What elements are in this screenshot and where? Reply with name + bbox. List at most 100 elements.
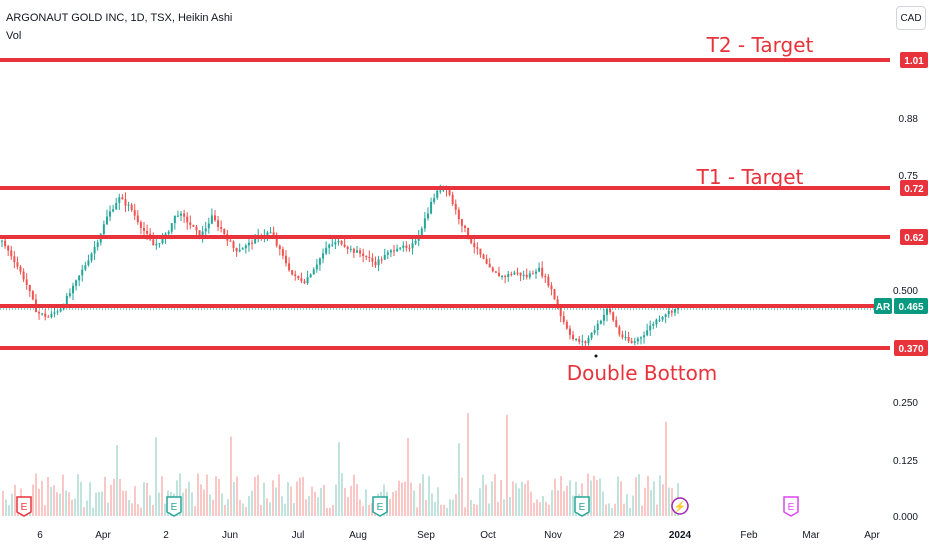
candle-body xyxy=(189,222,192,225)
candle-body xyxy=(288,263,291,271)
volume-bar xyxy=(533,502,535,516)
candle-body xyxy=(53,312,56,314)
volume-bar xyxy=(128,499,130,516)
volume-bar xyxy=(449,499,451,516)
candle-body xyxy=(223,228,226,235)
candle-body xyxy=(454,203,457,210)
volume-bar xyxy=(98,492,100,516)
volume-indicator-label[interactable]: Vol xyxy=(6,30,22,42)
candle-body xyxy=(300,278,303,282)
volume-bar xyxy=(179,473,181,516)
candle-body xyxy=(59,308,62,312)
candle-body xyxy=(68,293,71,296)
candle-body xyxy=(244,245,247,249)
candle-body xyxy=(393,250,396,252)
volume-bar xyxy=(536,499,538,516)
volume-bar xyxy=(653,481,655,516)
volume-bar xyxy=(512,481,514,516)
symbol-badge xyxy=(874,298,892,314)
level-line[interactable] xyxy=(0,346,890,350)
volume-bar xyxy=(419,483,421,516)
candle-body xyxy=(112,209,115,212)
candle-body xyxy=(19,266,22,272)
volume-bar xyxy=(224,505,226,516)
y-tick-label: 0.75 xyxy=(899,171,919,182)
candle-body xyxy=(173,215,176,224)
candle-body xyxy=(127,204,130,206)
volume-bar xyxy=(425,499,427,516)
candle-body xyxy=(460,219,463,226)
candle-body xyxy=(633,341,636,343)
price-label-badge xyxy=(894,298,928,314)
candle-body xyxy=(448,189,451,195)
earnings-marker-icon[interactable] xyxy=(16,496,32,517)
candle-body xyxy=(606,308,609,315)
level-line[interactable] xyxy=(0,186,890,190)
price-label-badge xyxy=(900,180,928,196)
currency-button[interactable]: CAD xyxy=(896,6,926,30)
volume-bar xyxy=(416,507,418,516)
y-tick-label: 0.000 xyxy=(893,512,918,523)
candle-body xyxy=(405,245,408,248)
volume-bar xyxy=(662,484,664,516)
candle-body xyxy=(142,227,145,231)
candle-body xyxy=(491,267,494,272)
volume-bar xyxy=(557,490,559,516)
candle-body xyxy=(155,243,158,246)
volume-bar xyxy=(248,495,250,516)
candle-body xyxy=(312,269,315,275)
volume-bar xyxy=(302,476,304,516)
volume-bar xyxy=(65,490,67,516)
volume-bar xyxy=(152,505,154,516)
candle-body xyxy=(649,325,652,331)
x-tick-label: Mar xyxy=(802,530,820,541)
volume-bar xyxy=(227,499,229,516)
volume-bar xyxy=(74,498,76,516)
y-tick-label: 0.88 xyxy=(899,114,919,125)
volume-bar xyxy=(488,503,490,516)
volume-bar xyxy=(311,486,313,516)
earnings-marker-icon[interactable] xyxy=(372,496,388,517)
volume-bar xyxy=(407,438,409,516)
candle-body xyxy=(587,337,590,344)
level-line[interactable] xyxy=(0,304,890,308)
volume-bar xyxy=(638,473,640,516)
candle-body xyxy=(325,247,328,254)
price-label: 0.62 xyxy=(904,233,924,244)
level-line[interactable] xyxy=(0,235,890,239)
candle-body xyxy=(501,275,504,277)
candle-body xyxy=(337,240,340,243)
candle-body xyxy=(278,245,281,250)
volume-bar xyxy=(353,474,355,516)
event-marker-icon[interactable] xyxy=(671,497,689,515)
volume-bar xyxy=(470,500,472,516)
volume-bar xyxy=(143,482,145,516)
volume-bar xyxy=(443,504,445,516)
level-line[interactable] xyxy=(0,58,890,62)
volume-bar xyxy=(404,481,406,516)
volume-bar xyxy=(122,490,124,516)
earnings-marker-icon[interactable] xyxy=(166,496,182,517)
x-tick-label: Jun xyxy=(222,530,238,541)
volume-bar xyxy=(491,481,493,516)
candle-body xyxy=(201,231,204,239)
candle-body xyxy=(130,204,133,211)
volume-bar xyxy=(515,483,517,516)
volume-bar xyxy=(272,480,274,516)
candle-body xyxy=(41,313,44,315)
volume-bar xyxy=(158,492,160,516)
candle-body xyxy=(565,321,568,329)
volume-bar xyxy=(260,504,262,516)
volume-bar xyxy=(476,504,478,516)
volume-bar xyxy=(257,474,259,516)
earnings-marker-icon[interactable] xyxy=(574,496,590,517)
candle-body xyxy=(414,240,417,244)
x-tick-label: Nov xyxy=(544,530,562,541)
candle-body xyxy=(281,249,284,256)
volume-bar xyxy=(329,507,331,516)
earnings-marker-icon[interactable] xyxy=(783,496,799,517)
volume-bar xyxy=(119,478,121,516)
volume-bar xyxy=(335,484,337,516)
volume-bar xyxy=(134,486,136,516)
